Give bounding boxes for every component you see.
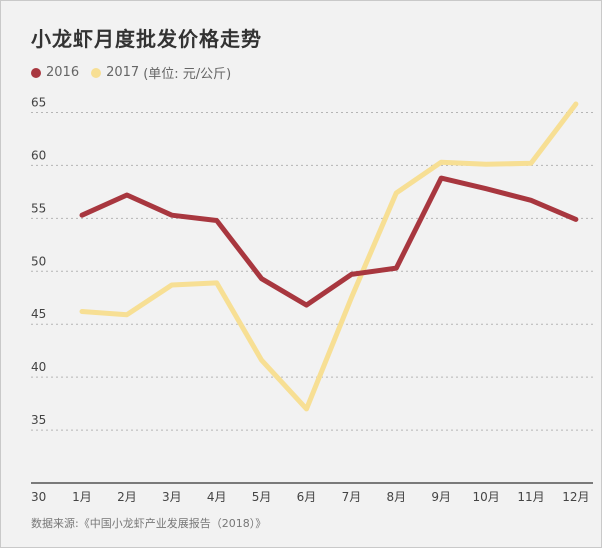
x-tick-label-12: 12月: [562, 490, 589, 504]
y-tick-label-30: 30: [31, 490, 46, 504]
chart-legend: 2016 2017 (单位: 元/公斤): [31, 63, 243, 82]
chart-title: 小龙虾月度批发价格走势: [31, 27, 262, 51]
y-tick-label-50: 50: [31, 254, 46, 268]
x-tick-label-5: 5月: [252, 490, 272, 504]
x-tick-label-1: 1月: [72, 490, 92, 504]
y-tick-label-35: 35: [31, 413, 46, 427]
x-tick-label-8: 8月: [386, 490, 406, 504]
legend-unit: (单位: 元/公斤): [143, 67, 232, 82]
legend-item-2016: 2016: [31, 65, 79, 80]
x-tick-label-11: 11月: [517, 490, 544, 504]
y-tick-label-65: 65: [31, 95, 46, 109]
x-tick-label-3: 3月: [162, 490, 182, 504]
legend-label-2017: 2017: [106, 65, 140, 80]
y-tick-label-60: 60: [31, 148, 46, 162]
x-tick-label-7: 7月: [342, 490, 362, 504]
series-line-2017: [79, 101, 579, 412]
x-tick-label-4: 4月: [207, 490, 227, 504]
legend-swatch-2017: [91, 67, 102, 78]
legend-item-2017: 2017 (单位: 元/公斤): [91, 63, 231, 82]
y-tick-label-40: 40: [31, 360, 46, 374]
x-tick-label-2: 2月: [117, 490, 137, 504]
legend-label-2016: 2016: [46, 65, 80, 80]
legend-swatch-2016: [31, 67, 41, 78]
x-tick-label-9: 9月: [431, 490, 451, 504]
x-tick-label-10: 10月: [472, 490, 499, 504]
source-note: 数据来源:《中国小龙虾产业发展报告（2018）》: [31, 517, 267, 530]
y-tick-label-45: 45: [31, 307, 46, 321]
x-tick-label-6: 6月: [297, 490, 317, 504]
y-tick-label-55: 55: [31, 201, 46, 215]
series-line-2016: [79, 175, 579, 308]
